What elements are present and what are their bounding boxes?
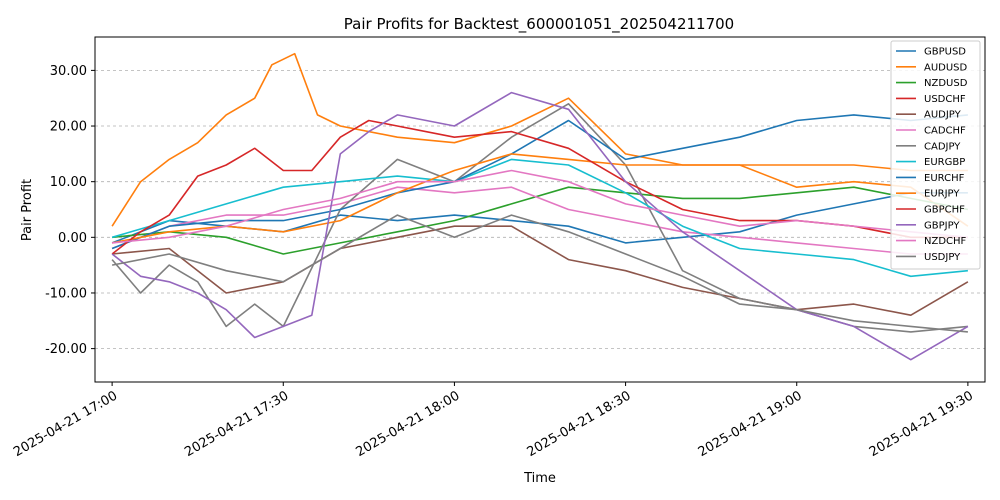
x-tick-label: 2025-04-21 17:00 bbox=[11, 388, 120, 460]
legend: GBPUSD AUDUSD NZDUSD USDCHF AUDJPY CADCHF CADJ… bbox=[890, 40, 981, 270]
legend-label: NZDCHF bbox=[924, 236, 967, 247]
y-tick-label: 20.00 bbox=[50, 120, 87, 135]
series-line-audusd bbox=[111, 52, 969, 227]
series-line-cadchf bbox=[111, 186, 968, 255]
series-line-gbpchf bbox=[111, 119, 968, 255]
x-tick-label: 2025-04-21 18:30 bbox=[525, 388, 634, 460]
x-axis-label: Time bbox=[523, 471, 556, 486]
legend-label: EURJPY bbox=[924, 189, 960, 200]
y-tick-label: 10.00 bbox=[50, 175, 87, 190]
y-gridlines bbox=[95, 69, 985, 350]
y-tick-label: 30.00 bbox=[50, 64, 87, 79]
plot-area-frame bbox=[94, 36, 986, 383]
y-tick-label: -10.00 bbox=[45, 286, 87, 301]
legend-label: CADJPY bbox=[924, 141, 961, 152]
y-axis-label: Pair Profit bbox=[20, 179, 35, 241]
x-tick-label: 2025-04-21 19:30 bbox=[867, 388, 976, 460]
series-line-nzdusd bbox=[112, 186, 969, 255]
legend-label: USDCHF bbox=[924, 94, 966, 105]
y-tick-label: -20.00 bbox=[45, 342, 87, 357]
chart-title: Pair Profits for Backtest_600001051_2025… bbox=[344, 15, 734, 34]
y-tick-label: 0.00 bbox=[58, 231, 87, 246]
legend-label: GBPCHF bbox=[924, 205, 965, 216]
series-line-gbpjpy bbox=[111, 91, 969, 361]
x-axis-ticks: 2025-04-21 17:00 2025-04-21 17:30 2025-04-… bbox=[11, 382, 976, 460]
legend-label: EURCHF bbox=[924, 173, 965, 184]
series-line-eurjpy bbox=[111, 153, 968, 244]
legend-label: AUDUSD bbox=[924, 62, 968, 73]
legend-label: USDJPY bbox=[924, 252, 961, 263]
legend-label: AUDJPY bbox=[924, 110, 962, 121]
series-line-nzdchf bbox=[112, 169, 968, 244]
series-line-eurchf bbox=[111, 114, 968, 250]
y-axis-ticks: -20.00 -10.00 0.00 10.00 20.00 30.00 bbox=[45, 64, 95, 357]
series-line-eurgbp bbox=[111, 158, 968, 278]
series-lines bbox=[111, 52, 969, 361]
x-tick-label: 2025-04-21 17:30 bbox=[182, 388, 291, 460]
x-tick-label: 2025-04-21 18:00 bbox=[353, 388, 462, 460]
legend-label: CADCHF bbox=[924, 126, 966, 137]
series-line-audjpy bbox=[112, 225, 969, 317]
legend-label: EURGBP bbox=[924, 157, 965, 168]
series-line-usdjpy bbox=[111, 214, 968, 333]
legend-label: GBPUSD bbox=[924, 47, 966, 58]
legend-box bbox=[890, 40, 981, 270]
legend-label: NZDUSD bbox=[924, 78, 968, 89]
legend-label: GBPJPY bbox=[924, 220, 960, 231]
x-tick-label: 2025-04-21 19:00 bbox=[696, 388, 805, 460]
